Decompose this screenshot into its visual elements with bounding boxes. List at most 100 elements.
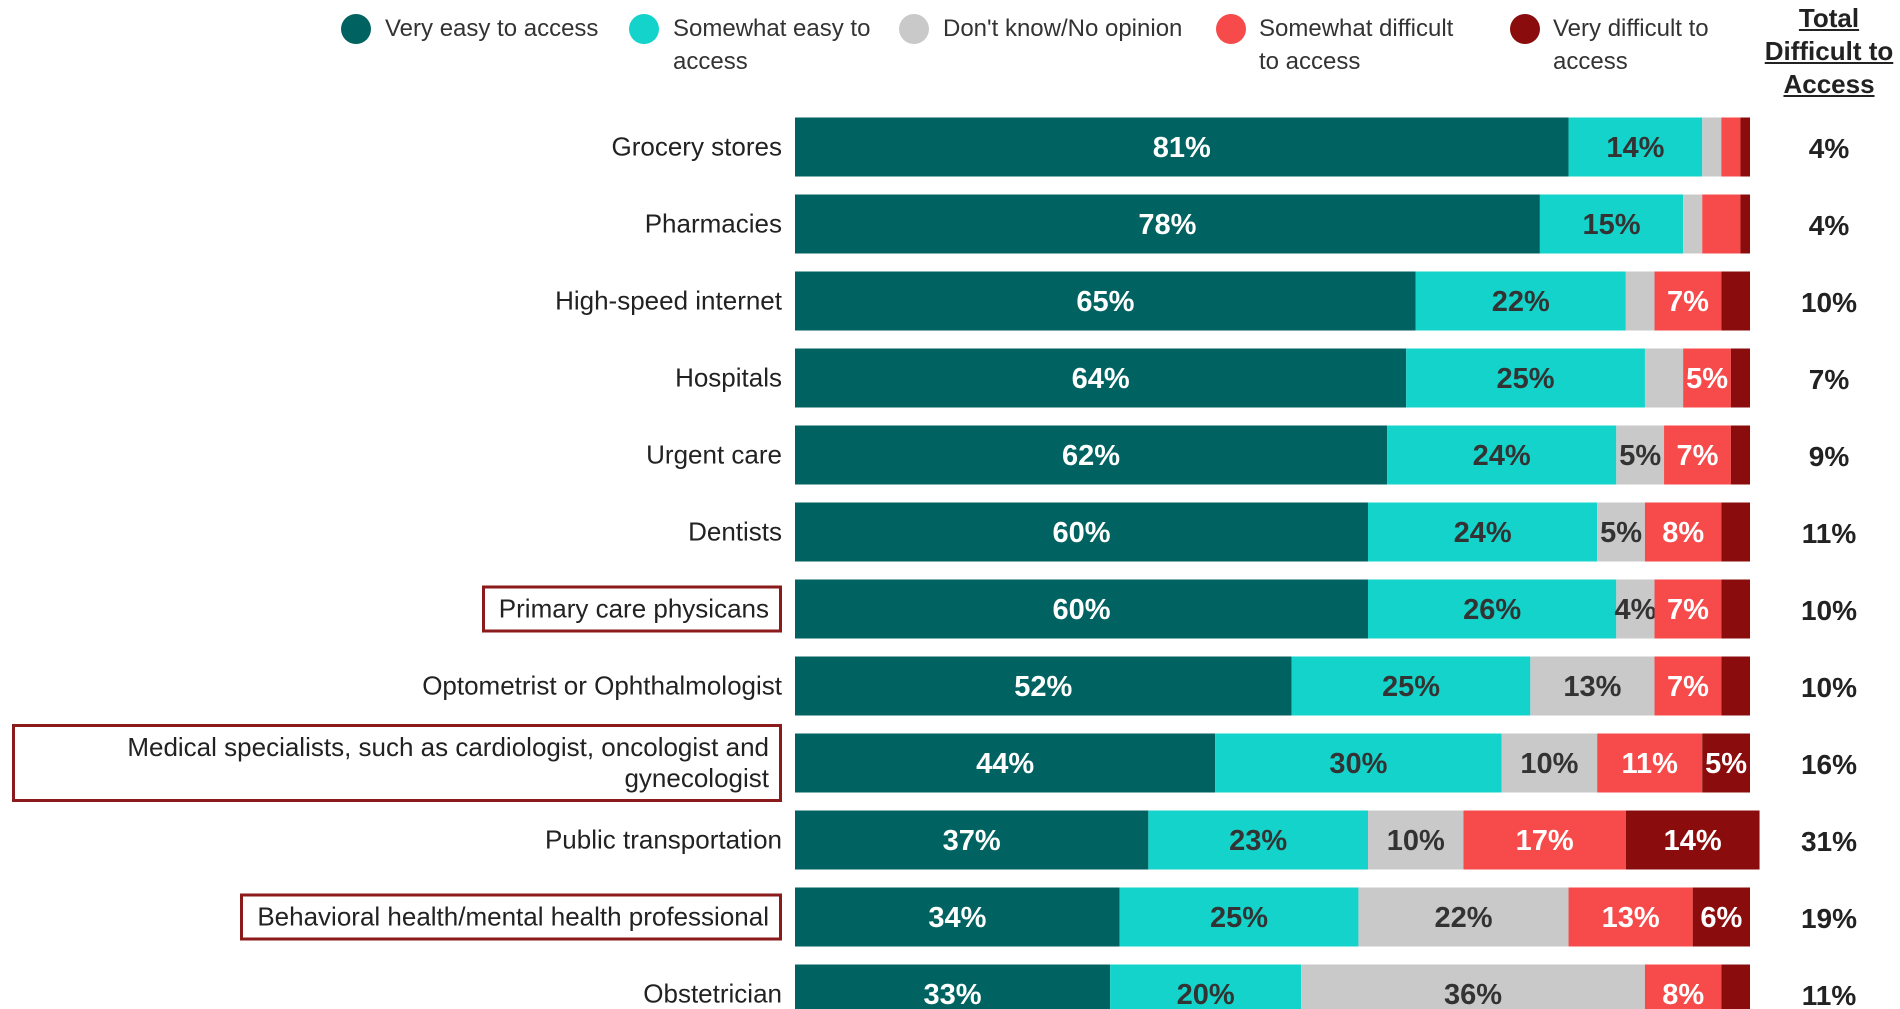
category-label: Grocery stores bbox=[611, 131, 783, 162]
data-label: 14% bbox=[1664, 825, 1722, 857]
bar-segment bbox=[1406, 348, 1645, 408]
total-value: 16% bbox=[1800, 749, 1858, 780]
data-label: 7% bbox=[1667, 286, 1709, 318]
legend-marker bbox=[899, 14, 929, 44]
data-label: 52% bbox=[1014, 671, 1072, 703]
bar-segment bbox=[1368, 810, 1464, 870]
bar-segment bbox=[795, 887, 1120, 947]
data-label: 15% bbox=[1583, 209, 1641, 241]
bar-segment bbox=[1597, 502, 1645, 562]
bar-segment bbox=[1683, 348, 1731, 408]
bar-segment bbox=[1119, 887, 1359, 947]
legend-marker bbox=[1510, 14, 1540, 44]
data-label: 17% bbox=[1516, 825, 1574, 857]
bar-segment bbox=[1740, 117, 1750, 177]
bar-segment bbox=[1721, 271, 1750, 331]
legend-label: Don't know/No opinion bbox=[943, 15, 1183, 42]
bar-segment bbox=[795, 425, 1388, 485]
bar-segment bbox=[1692, 887, 1750, 947]
category-label: Hospitals bbox=[675, 362, 782, 393]
category-label: Urgent care bbox=[646, 439, 782, 470]
bar-segment bbox=[795, 656, 1292, 716]
total-header-line: Access bbox=[1783, 69, 1875, 99]
data-label: 5% bbox=[1686, 363, 1728, 395]
bar-segment bbox=[1110, 964, 1302, 1009]
total-value: 19% bbox=[1800, 903, 1858, 934]
bar-segment bbox=[795, 271, 1416, 331]
bar-segment bbox=[795, 348, 1407, 408]
bar-segment bbox=[1721, 656, 1750, 716]
bar-segment bbox=[1530, 656, 1655, 716]
bar-segment bbox=[1654, 579, 1722, 639]
bar-segment bbox=[1501, 733, 1598, 793]
total-value: 10% bbox=[1800, 672, 1858, 703]
total-header: Total Difficult to Access bbox=[1765, 2, 1894, 101]
bar-segment bbox=[1644, 502, 1722, 562]
data-label: 20% bbox=[1177, 979, 1235, 1009]
data-label: 26% bbox=[1463, 594, 1521, 626]
category-label: Pharmacies bbox=[644, 208, 782, 239]
data-label: 36% bbox=[1444, 979, 1502, 1009]
bar-segment bbox=[1654, 271, 1722, 331]
data-label: 78% bbox=[1138, 209, 1196, 241]
data-label: 33% bbox=[924, 979, 982, 1009]
total-value: 7% bbox=[1808, 364, 1850, 395]
bar-segment bbox=[1597, 733, 1703, 793]
total-header-line: Total bbox=[1798, 3, 1860, 33]
data-label: 5% bbox=[1600, 517, 1642, 549]
data-label: 7% bbox=[1667, 594, 1709, 626]
bar-segment bbox=[1539, 194, 1684, 254]
data-label: 60% bbox=[1052, 517, 1110, 549]
legend-marker bbox=[341, 14, 371, 44]
bar-segment bbox=[1387, 425, 1617, 485]
data-label: 65% bbox=[1076, 286, 1134, 318]
bar-segment bbox=[1644, 964, 1722, 1009]
data-label: 44% bbox=[976, 748, 1034, 780]
bar-segment bbox=[1702, 194, 1741, 254]
data-label: 8% bbox=[1662, 979, 1704, 1009]
data-label: 10% bbox=[1520, 748, 1578, 780]
data-label: 11% bbox=[1621, 748, 1678, 780]
bar-segment bbox=[795, 964, 1111, 1009]
legend-label: Somewhat easy to access bbox=[673, 15, 871, 75]
category-label: Behavioral health/mental health professi… bbox=[240, 893, 782, 941]
bar-segment bbox=[795, 502, 1368, 562]
data-label: 5% bbox=[1619, 440, 1661, 472]
bar-segment bbox=[1654, 656, 1722, 716]
data-label: 6% bbox=[1700, 902, 1742, 934]
data-label: 24% bbox=[1473, 440, 1531, 472]
legend-label: Somewhat difficult to access bbox=[1259, 15, 1454, 75]
data-label: 25% bbox=[1382, 671, 1440, 703]
total-value: 31% bbox=[1800, 826, 1858, 857]
legend-marker bbox=[629, 14, 659, 44]
total-value: 9% bbox=[1808, 441, 1850, 472]
bar-segment bbox=[795, 810, 1149, 870]
data-label: 60% bbox=[1052, 594, 1110, 626]
data-label: 30% bbox=[1329, 748, 1387, 780]
bar-segment bbox=[1702, 733, 1750, 793]
bar-segment bbox=[1683, 194, 1703, 254]
total-value: 4% bbox=[1808, 133, 1850, 164]
data-label: 7% bbox=[1667, 671, 1709, 703]
data-label: 34% bbox=[928, 902, 986, 934]
bar-segment bbox=[1368, 579, 1617, 639]
data-label: 13% bbox=[1602, 902, 1660, 934]
data-label: 25% bbox=[1210, 902, 1268, 934]
bar-segment bbox=[795, 117, 1569, 177]
total-value: 11% bbox=[1801, 518, 1857, 549]
bar-segment bbox=[1291, 656, 1531, 716]
bar-segment bbox=[1568, 117, 1703, 177]
total-value: 4% bbox=[1808, 210, 1850, 241]
category-label: Obstetrician bbox=[643, 978, 782, 1009]
bar-segment bbox=[1215, 733, 1502, 793]
bar-segment bbox=[1664, 425, 1731, 485]
data-label: 14% bbox=[1606, 132, 1664, 164]
bar-segment bbox=[1616, 579, 1655, 639]
category-label: Primary care physicans bbox=[481, 585, 782, 633]
bar-segment bbox=[1702, 117, 1722, 177]
data-label: 7% bbox=[1677, 440, 1719, 472]
category-label: Public transportation bbox=[544, 824, 782, 855]
legend-marker bbox=[1216, 14, 1246, 44]
